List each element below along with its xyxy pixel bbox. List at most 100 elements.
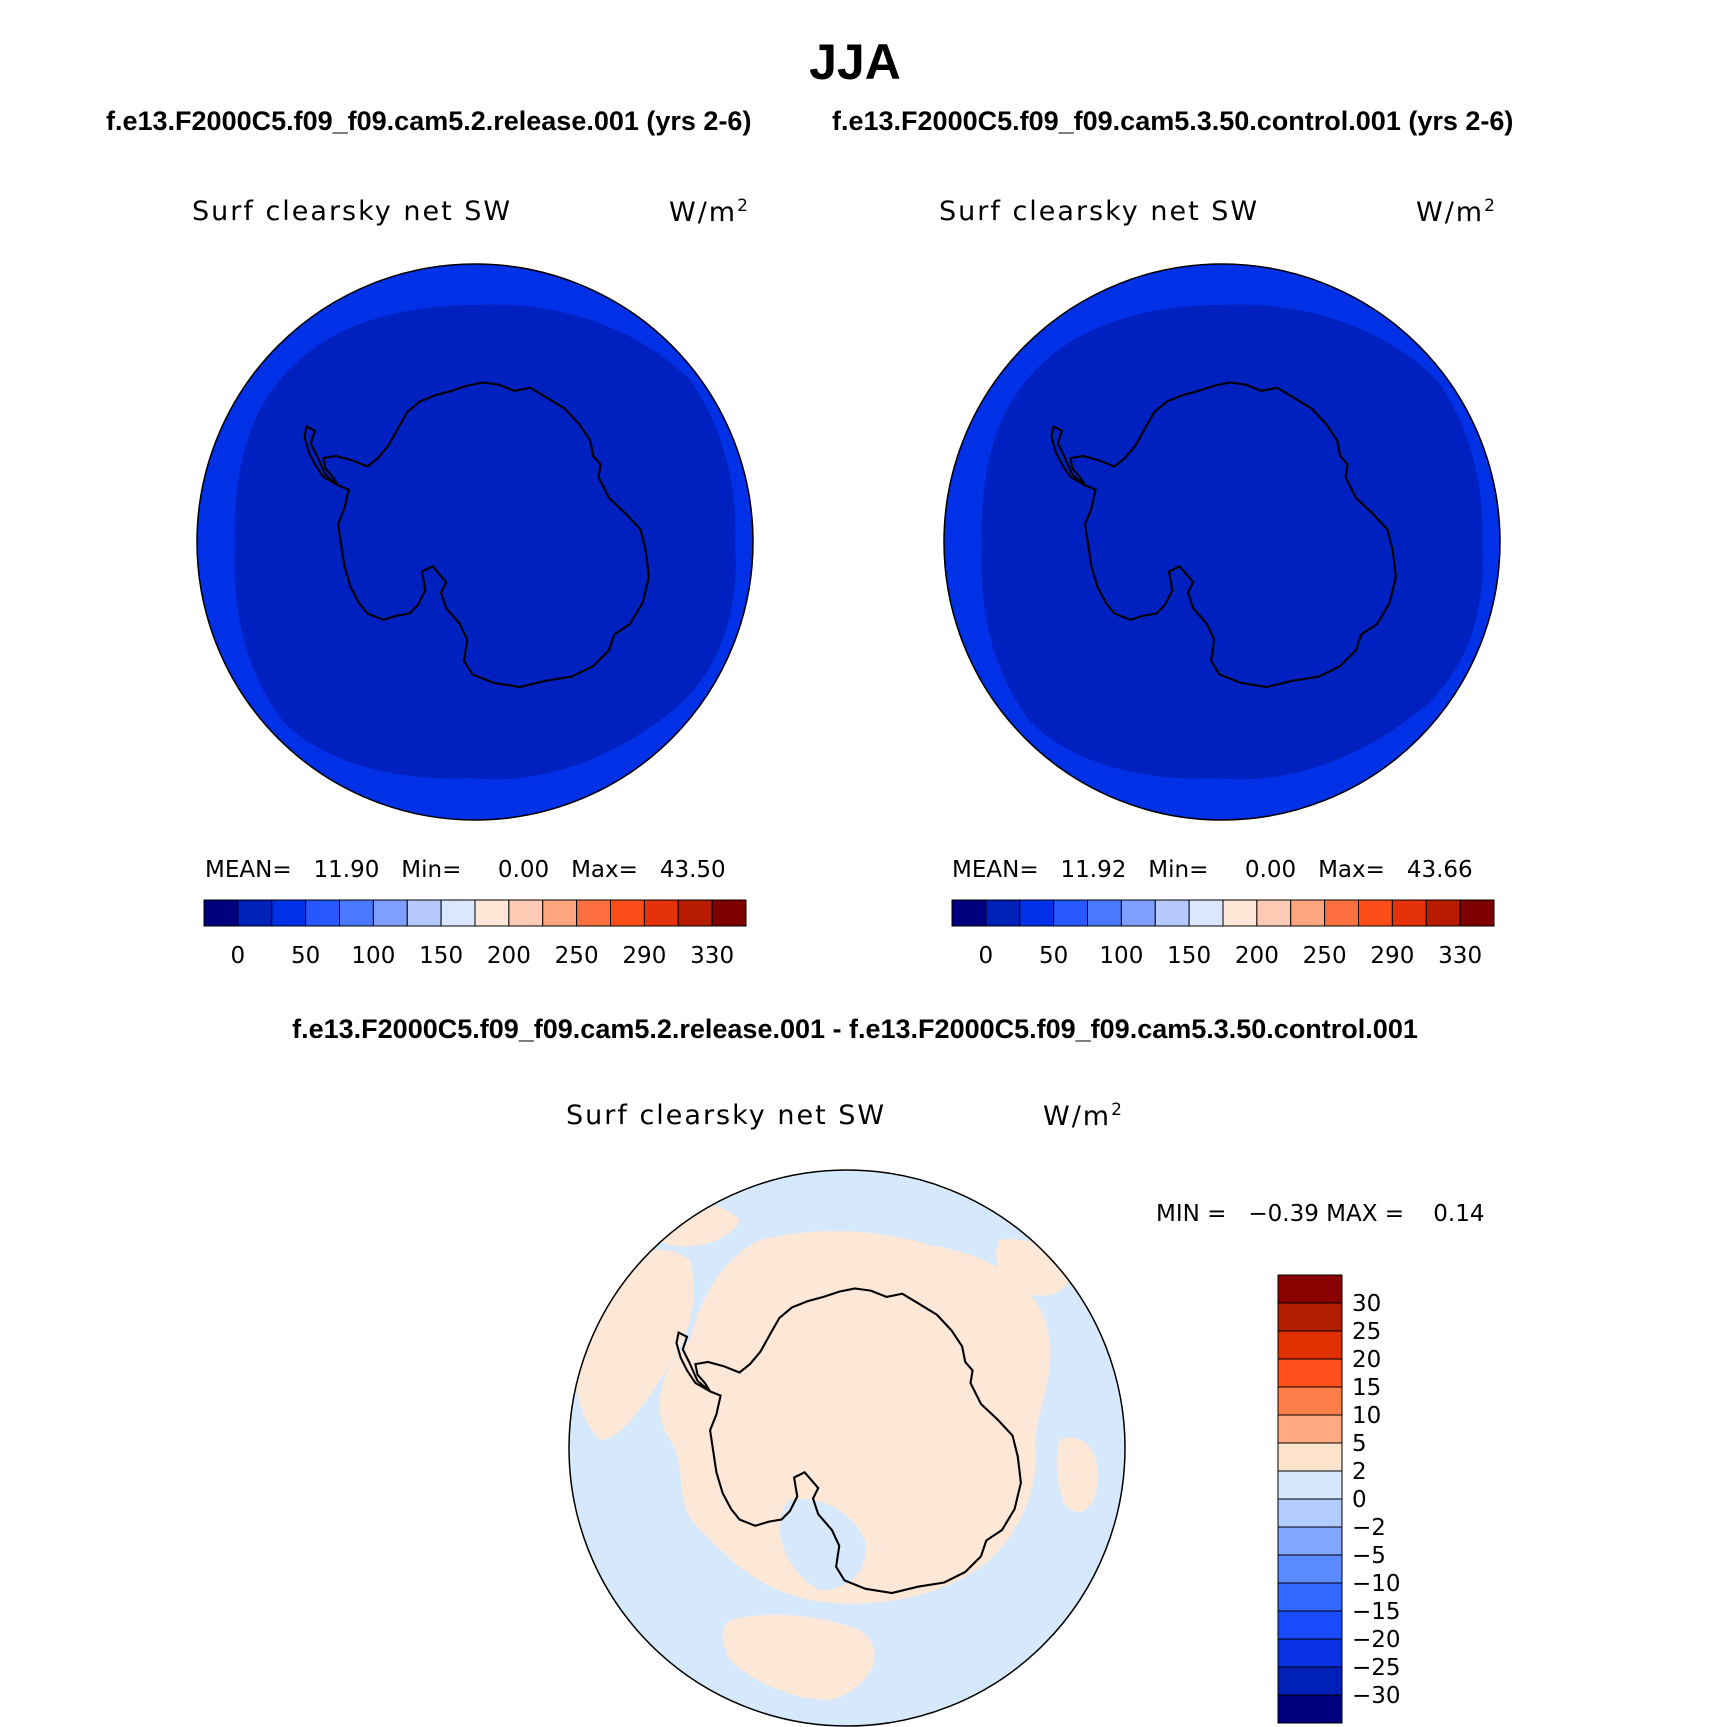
colorbar-right-swatch: [1459, 899, 1495, 927]
colorbar-left-tick-label: 200: [487, 943, 531, 969]
colorbar-left-swatch: [610, 899, 645, 927]
colorbar-left-tick-label: 150: [419, 943, 463, 969]
colorbar-right-swatch: [1087, 899, 1122, 927]
colorbar-right-swatch: [1120, 899, 1156, 927]
panel-right-units-sup: 2: [1484, 196, 1497, 216]
colorbar-diff-swatch: [1277, 1554, 1343, 1584]
panel-right-units: W/m2: [1416, 196, 1497, 228]
colorbar-diff-tick-label: 10: [1352, 1403, 1381, 1429]
colorbar-diff-swatch: [1277, 1582, 1343, 1612]
colorbar-right-swatch: [1290, 899, 1326, 927]
colorbar-left-tick-label: 100: [351, 943, 395, 969]
diff-variable: Surf clearsky net SW: [566, 1100, 887, 1131]
colorbar-right-swatch: [1391, 899, 1427, 927]
colorbar-diff-tick-label: 20: [1352, 1347, 1381, 1373]
colorbar-diff-swatch: [1277, 1386, 1343, 1416]
colorbar-diff-swatch: [1277, 1330, 1343, 1360]
colorbar-right-tick-label: 330: [1438, 943, 1482, 969]
colorbar-left-swatch: [237, 899, 273, 927]
colorbar-diff-swatch: [1277, 1498, 1343, 1528]
colorbar-diff-tick-label: −20: [1352, 1627, 1401, 1653]
colorbar-right-swatch: [1053, 899, 1088, 927]
colorbar-diff-swatch: [1277, 1358, 1343, 1388]
colorbar-right-swatch: [1425, 899, 1461, 927]
colorbar-diff-tick-label: 30: [1352, 1291, 1381, 1317]
colorbar-right-tick-label: 250: [1303, 943, 1347, 969]
colorbar-right-swatch: [1188, 899, 1224, 927]
colorbar-left-tick-label: 0: [231, 943, 246, 969]
colorbar-diff-tick-label: −10: [1352, 1571, 1401, 1597]
colorbar-diff-swatch: [1277, 1526, 1343, 1556]
colorbar-right-tick-label: 50: [1039, 943, 1068, 969]
panel-left-units-sup: 2: [737, 196, 750, 216]
colorbar-right-tick-label: 200: [1235, 943, 1279, 969]
colorbar-diff-swatch: [1277, 1638, 1343, 1668]
diff-units: W/m2: [1043, 1100, 1124, 1132]
map-right-inner-region: [981, 304, 1483, 780]
colorbar-left-swatch: [677, 899, 713, 927]
colorbar-diff-tick-label: 0: [1352, 1487, 1367, 1513]
case-left-title: f.e13.F2000C5.f09_f09.cam5.2.release.001…: [106, 106, 752, 136]
colorbar-right: 0 50 100 150 200 250 290 330: [951, 899, 1495, 969]
colorbar-diff-tick-label: −25: [1352, 1655, 1401, 1681]
map-diff-negative-bay: [780, 1499, 866, 1590]
colorbar-left-swatch: [643, 899, 679, 927]
colorbar-diff-tick-label: 5: [1352, 1431, 1367, 1457]
colorbar-diff-swatch: [1277, 1610, 1343, 1640]
colorbar-diff-swatch: [1277, 1302, 1343, 1332]
diff-units-text: W/m: [1043, 1101, 1112, 1132]
colorbar-right-swatch: [1256, 899, 1292, 927]
colorbar-left-swatch: [372, 899, 408, 927]
colorbar-right-tick-label: 100: [1099, 943, 1143, 969]
map-diff-border: [568, 1169, 1126, 1727]
map-left-border: [196, 263, 754, 821]
map-diff-positive-region-main: [659, 1230, 1051, 1604]
colorbar-left-swatch: [339, 899, 374, 927]
panel-left-units-text: W/m: [669, 197, 738, 228]
colorbar-left-swatch: [542, 899, 578, 927]
colorbar-diff-swatch: [1277, 1274, 1343, 1304]
season-title: JJA: [809, 34, 901, 90]
panel-right-units-text: W/m: [1416, 197, 1485, 228]
panel-right-stats: MEAN= 11.92 Min= 0.00 Max= 43.66: [952, 857, 1473, 883]
colorbar-right-swatch: [985, 899, 1021, 927]
colorbar-left-tick-label: 290: [622, 943, 666, 969]
colorbar-right-swatch: [1154, 899, 1190, 927]
diff-units-sup: 2: [1111, 1100, 1124, 1120]
colorbar-diff-tick-label: 25: [1352, 1319, 1381, 1345]
colorbar-diff-swatch: [1277, 1414, 1343, 1444]
panel-right-variable: Surf clearsky net SW: [939, 196, 1260, 227]
map-left-inner-region: [234, 304, 736, 780]
colorbar-left-swatch: [440, 899, 476, 927]
colorbar-left: 0 50 100 150 200 250 290 330: [203, 899, 747, 969]
colorbar-right-tick-label: 0: [979, 943, 994, 969]
colorbar-left-tick-label: 330: [690, 943, 734, 969]
panel-left-units: W/m2: [669, 196, 750, 228]
panel-left-stats: MEAN= 11.90 Min= 0.00 Max= 43.50: [205, 857, 726, 883]
colorbar-diff-swatch: [1277, 1666, 1343, 1696]
colorbar-diff-tick-label: −15: [1352, 1599, 1401, 1625]
colorbar-right-tick-label: 290: [1370, 943, 1414, 969]
map-left: [196, 263, 754, 821]
colorbar-left-tick-label: 50: [291, 943, 320, 969]
colorbar-diff-tick-label: −5: [1352, 1543, 1386, 1569]
colorbar-diff-swatch: [1277, 1694, 1343, 1724]
colorbar-left-swatch: [271, 899, 307, 927]
colorbar-left-swatch: [508, 899, 544, 927]
colorbar-left-swatch: [474, 899, 510, 927]
colorbar-left-tick-label: 250: [555, 943, 599, 969]
colorbar-right-swatch: [1222, 899, 1258, 927]
colorbar-right-swatch: [951, 899, 987, 927]
panel-left-variable: Surf clearsky net SW: [192, 196, 513, 227]
colorbar-diff-tick-label: −30: [1352, 1683, 1401, 1709]
map-right-border: [943, 263, 1501, 821]
colorbar-right-tick-label: 150: [1167, 943, 1211, 969]
case-right-title: f.e13.F2000C5.f09_f09.cam5.3.50.control.…: [832, 106, 1514, 136]
colorbar-right-swatch: [1358, 899, 1393, 927]
colorbar-diff-tick-label: −2: [1352, 1515, 1386, 1541]
colorbar-diff-tick-label: 2: [1352, 1459, 1367, 1485]
colorbar-left-swatch: [305, 899, 340, 927]
map-diff-positive-region-east: [1056, 1437, 1099, 1512]
colorbar-diff-tick-label: 15: [1352, 1375, 1381, 1401]
